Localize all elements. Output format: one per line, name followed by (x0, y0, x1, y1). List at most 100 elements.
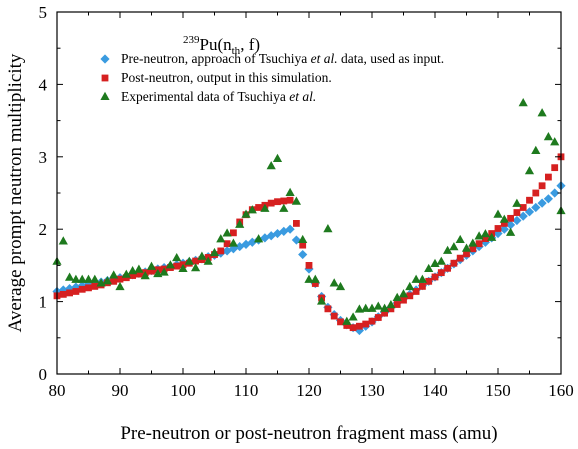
axis-ticks (56, 11, 562, 375)
data-point-square (349, 324, 357, 332)
data-point-triangle (323, 224, 333, 233)
data-point-square (500, 220, 508, 227)
data-point-square (393, 301, 401, 308)
data-point-triangle (392, 292, 402, 301)
data-point-square (400, 296, 407, 304)
data-point-triangle (172, 252, 182, 262)
data-point-triangle (178, 263, 188, 273)
data-point-diamond (279, 226, 289, 236)
data-point-triangle (272, 153, 283, 162)
data-point-square (192, 257, 199, 265)
data-point-triangle (222, 228, 232, 237)
data-point-diamond (285, 224, 295, 234)
data-point-triangle (96, 278, 106, 287)
legend-label-part: et al. (311, 51, 338, 66)
data-point-square (255, 204, 262, 211)
data-point-square (450, 259, 458, 267)
data-point-triangle (247, 205, 257, 214)
legend-marker-triangle (100, 91, 110, 100)
y-tick-label: 4 (39, 75, 48, 94)
legend-label-part: Experimental data of Tsuchiya (121, 89, 289, 104)
data-point-triangle (109, 270, 119, 279)
data-point-triangle (335, 281, 346, 291)
data-point-triangle (228, 238, 238, 247)
data-point-triangle (58, 236, 68, 245)
data-point-square (551, 164, 559, 172)
data-point-square (311, 280, 319, 287)
legend-title-tail: , f) (240, 35, 260, 54)
y-tick-label: 3 (39, 148, 48, 167)
data-point-triangle (373, 301, 383, 310)
x-tick-label: 80 (49, 381, 66, 400)
data-point-square (72, 288, 80, 295)
data-point-square (66, 289, 73, 297)
data-point-square (494, 225, 502, 232)
x-tick-label: 100 (170, 381, 196, 400)
data-point-triangle (386, 300, 396, 309)
data-point-square (91, 282, 99, 290)
data-point-square (456, 254, 464, 262)
series-diamond (52, 181, 566, 336)
data-point-triangle (398, 289, 409, 298)
legend-title-sup: 239 (183, 34, 200, 46)
data-point-square (78, 285, 86, 293)
data-point-square (337, 318, 344, 326)
data-point-triangle (424, 263, 434, 273)
data-point-triangle (209, 247, 220, 257)
data-point-triangle (474, 231, 484, 240)
data-point-triangle (140, 271, 150, 280)
data-point-triangle (159, 267, 169, 276)
data-point-triangle (499, 214, 509, 223)
data-point-square (425, 277, 433, 285)
data-point-diamond (537, 198, 547, 208)
data-point-square (293, 220, 300, 227)
data-point-square (274, 198, 281, 206)
data-point-square (374, 314, 382, 321)
data-point-triangle (348, 312, 358, 321)
data-point-square (110, 277, 118, 285)
data-point-triangle (279, 203, 289, 212)
data-point-triangle (134, 264, 144, 273)
data-point-triangle (449, 242, 459, 251)
data-point-triangle (304, 274, 314, 283)
data-point-square (412, 288, 420, 295)
legend-label-part: et al. (289, 89, 316, 104)
data-point-diamond (531, 202, 541, 213)
data-point-triangle (468, 238, 478, 247)
data-point-triangle (480, 229, 490, 238)
legend-label-part: Pre-neutron, approach of Tsuchiya (121, 51, 311, 66)
x-tick-label: 90 (112, 381, 129, 400)
legend-title: 239Pu(nth, f) (183, 34, 260, 57)
data-point-square (387, 305, 395, 313)
data-point-square (85, 284, 92, 292)
data-point-triangle (537, 108, 547, 117)
data-point-triangle (317, 296, 327, 305)
data-point-square (482, 235, 489, 243)
data-point-square (305, 262, 313, 269)
data-point-square (513, 209, 521, 216)
data-point-triangle (405, 281, 415, 291)
data-point-triangle (146, 261, 157, 270)
legend: 239Pu(nth, f) Pre-neutron, approach of T… (100, 34, 444, 104)
data-point-triangle (524, 166, 535, 175)
data-point-square (356, 322, 363, 330)
x-tick-label: 160 (548, 381, 574, 400)
data-point-triangle (83, 274, 94, 283)
data-point-triangle (550, 137, 560, 146)
data-point-square (148, 267, 155, 275)
x-axis-title: Pre-neutron or post-neutron fragment mas… (120, 423, 497, 444)
data-point-triangle (443, 245, 453, 254)
data-point-square (532, 189, 540, 197)
data-point-square (381, 309, 388, 317)
legend-label: Pre-neutron, approach of Tsuchiya et al.… (121, 51, 444, 66)
legend-label-part: data, used as input. (338, 51, 444, 66)
data-point-diamond (506, 220, 516, 230)
x-tick-label: 130 (359, 381, 385, 400)
data-point-triangle (543, 132, 553, 141)
data-point-square (368, 317, 376, 325)
data-point-triangle (310, 274, 320, 283)
data-point-square (129, 272, 136, 279)
data-point-square (406, 292, 414, 300)
data-point-square (173, 262, 181, 270)
